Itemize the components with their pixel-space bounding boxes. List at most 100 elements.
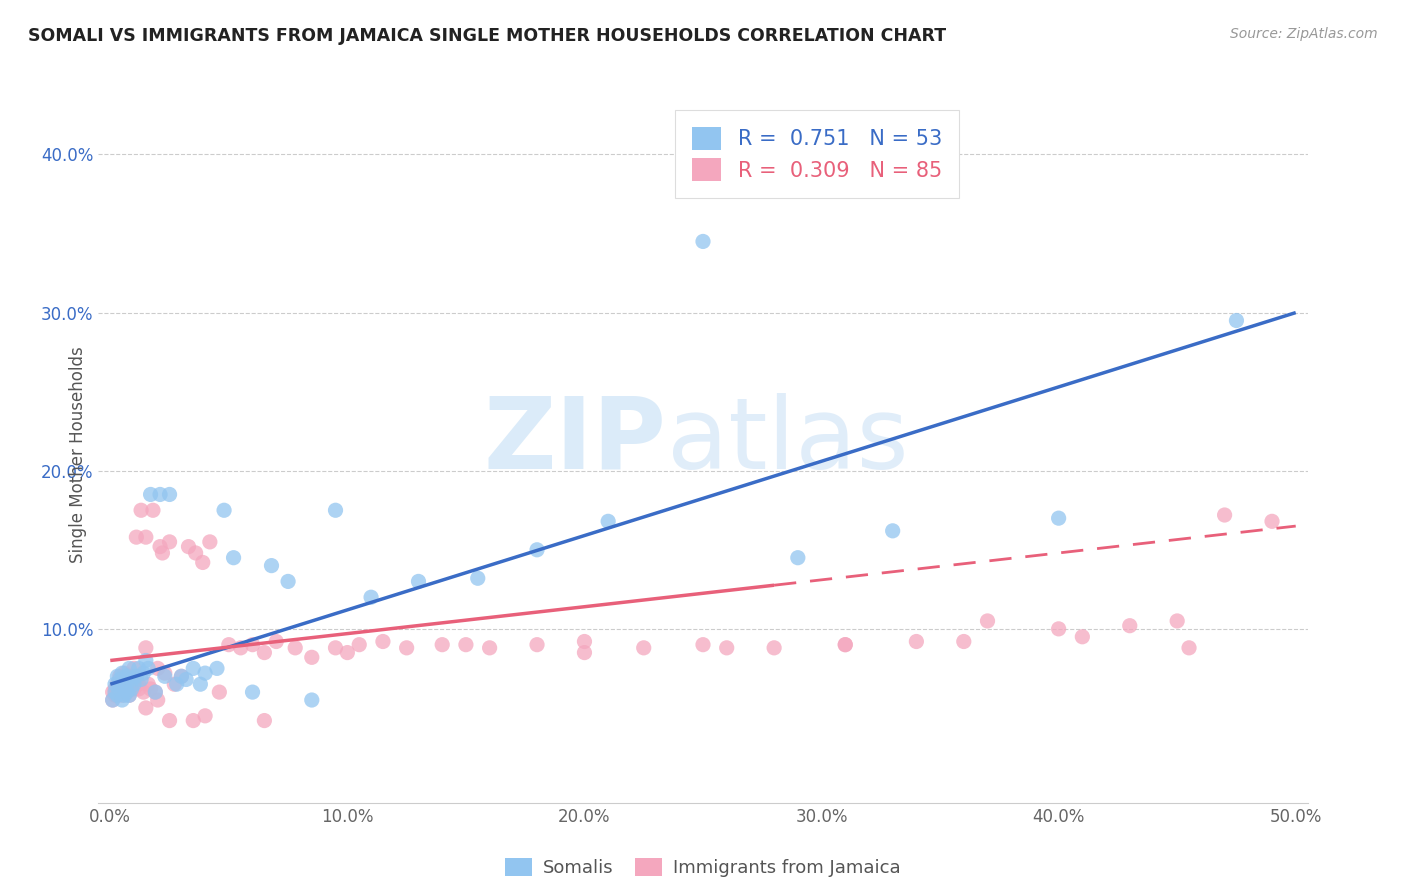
Point [105, 669, 128, 683]
Point [166, 677, 188, 691]
Point [253, 646, 276, 660]
Point [135, 701, 157, 715]
Point [143, 685, 166, 699]
Point [395, 640, 418, 655]
Text: Source: ZipAtlas.com: Source: ZipAtlas.com [1230, 27, 1378, 41]
Point [125, 673, 148, 687]
Point [277, 574, 299, 589]
Point [905, 634, 928, 648]
Point [143, 685, 166, 699]
Point [218, 638, 240, 652]
Point [115, 685, 138, 699]
Point [181, 714, 204, 728]
Point [181, 661, 204, 675]
Point [174, 673, 197, 687]
Point [128, 677, 150, 691]
Point [149, 540, 172, 554]
Point [128, 681, 150, 696]
Point [132, 685, 155, 699]
Point [834, 638, 856, 652]
Text: SOMALI VS IMMIGRANTS FROM JAMAICA SINGLE MOTHER HOUSEHOLDS CORRELATION CHART: SOMALI VS IMMIGRANTS FROM JAMAICA SINGLE… [28, 27, 946, 45]
Point [408, 574, 430, 589]
Point [526, 638, 548, 652]
Point [371, 634, 394, 648]
Point [159, 534, 181, 549]
Point [114, 677, 136, 691]
Point [1071, 630, 1094, 644]
Point [229, 640, 252, 655]
Point [205, 661, 228, 675]
Point [105, 677, 128, 691]
Text: ZIP: ZIP [484, 392, 666, 490]
Point [692, 638, 714, 652]
Point [122, 677, 145, 691]
Point [952, 634, 974, 648]
Point [142, 503, 165, 517]
Point [1225, 313, 1247, 327]
Point [111, 666, 134, 681]
Point [190, 677, 212, 691]
Point [467, 571, 489, 585]
Point [976, 614, 998, 628]
Point [118, 688, 141, 702]
Point [115, 685, 138, 699]
Point [108, 681, 131, 696]
Point [114, 666, 136, 681]
Point [129, 503, 152, 517]
Point [260, 558, 283, 573]
Point [101, 685, 124, 699]
Point [152, 546, 174, 560]
Point [222, 550, 245, 565]
Point [104, 677, 127, 691]
Point [146, 661, 169, 675]
Point [115, 673, 138, 687]
Point [184, 546, 207, 560]
Point [111, 693, 134, 707]
Point [194, 666, 217, 681]
Point [139, 681, 162, 696]
Point [1119, 618, 1142, 632]
Point [104, 685, 127, 699]
Point [121, 677, 143, 691]
Point [336, 646, 359, 660]
Point [242, 638, 264, 652]
Point [108, 673, 131, 687]
Point [105, 685, 128, 699]
Point [101, 693, 124, 707]
Point [1166, 614, 1188, 628]
Point [101, 693, 124, 707]
Point [122, 661, 145, 675]
Point [325, 640, 347, 655]
Point [121, 669, 143, 683]
Point [125, 530, 148, 544]
Point [111, 688, 134, 702]
Point [136, 677, 159, 691]
Point [104, 681, 127, 696]
Point [692, 235, 714, 249]
Point [111, 681, 134, 696]
Point [325, 503, 347, 517]
Point [118, 661, 141, 675]
Legend: Somalis, Immigrants from Jamaica: Somalis, Immigrants from Jamaica [498, 850, 908, 884]
Point [574, 634, 596, 648]
Point [114, 677, 136, 691]
Point [177, 540, 200, 554]
Point [163, 677, 186, 691]
Point [104, 688, 127, 702]
Point [1047, 511, 1070, 525]
Point [194, 708, 217, 723]
Point [121, 681, 143, 696]
Point [108, 669, 131, 683]
Point [1261, 514, 1284, 528]
Point [135, 653, 157, 667]
Point [212, 503, 235, 517]
Point [478, 640, 501, 655]
Point [1178, 640, 1201, 655]
Point [454, 638, 477, 652]
Point [129, 673, 152, 687]
Y-axis label: Single Mother Households: Single Mother Households [69, 347, 87, 563]
Point [121, 673, 143, 687]
Point [284, 640, 307, 655]
Point [170, 669, 193, 683]
Point [198, 534, 221, 549]
